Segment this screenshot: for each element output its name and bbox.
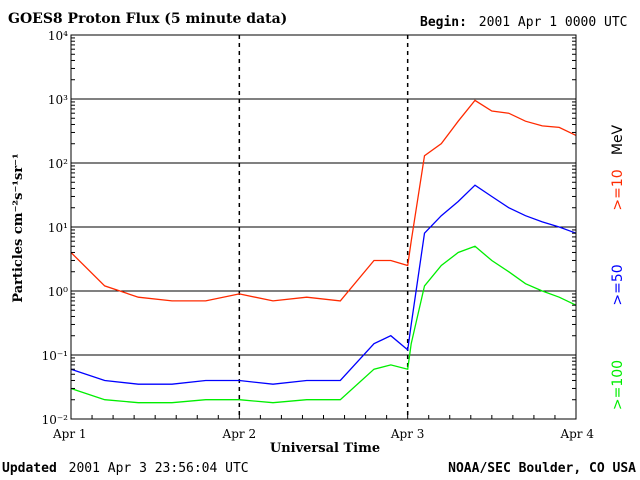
axis-ticks: 10⁻² 10⁻¹ 10⁰ 10¹ 10² 10³ 10⁴ Apr 1 Apr 2 Apr 3 Ap… [42, 29, 595, 441]
legend-entry: >=10 [610, 169, 626, 210]
grid [71, 35, 576, 419]
updated-label: Updated 2001 Apr 3 23:56:04 UTC [2, 461, 249, 476]
x-axis-label: Universal Time [270, 441, 380, 456]
series-lines [70, 99, 577, 404]
legend: MeV >=10 >=50 >=100 [610, 124, 626, 410]
legend-entry: >=100 [610, 360, 626, 410]
y-tick-label: 10³ [48, 93, 68, 107]
begin-label-text: Begin: [420, 15, 467, 30]
chart-title: GOES8 Proton Flux (5 minute data) [8, 11, 287, 27]
x-tick-label: Apr 3 [390, 427, 425, 441]
series-line-10 [70, 99, 577, 302]
y-tick-label: 10⁴ [48, 29, 68, 43]
updated-value: 2001 Apr 3 23:56:04 UTC [69, 461, 249, 476]
x-tick-label: Apr 4 [559, 427, 594, 441]
legend-entry: >=50 [610, 264, 626, 305]
x-tick-label: Apr 2 [222, 427, 257, 441]
begin-value: 2001 Apr 1 0000 UTC [479, 15, 628, 30]
series-line-50 [70, 184, 577, 385]
legend-unit: MeV [610, 124, 626, 155]
updated-label-text: Updated [2, 461, 57, 476]
y-tick-label: 10⁻¹ [42, 349, 68, 363]
begin-label: Begin: 2001 Apr 1 0000 UTC [420, 15, 628, 30]
y-tick-label: 10⁻² [42, 413, 69, 427]
y-tick-label: 10⁰ [48, 285, 68, 299]
series-line-100 [70, 245, 577, 404]
x-tick-label: Apr 1 [52, 427, 87, 441]
y-tick-label: 10² [48, 157, 68, 171]
y-tick-label: 10¹ [48, 221, 68, 235]
y-axis-label: Particles cm⁻²s⁻¹sr⁻¹ [11, 153, 26, 302]
credit-text: NOAA/SEC Boulder, CO USA [448, 461, 636, 476]
